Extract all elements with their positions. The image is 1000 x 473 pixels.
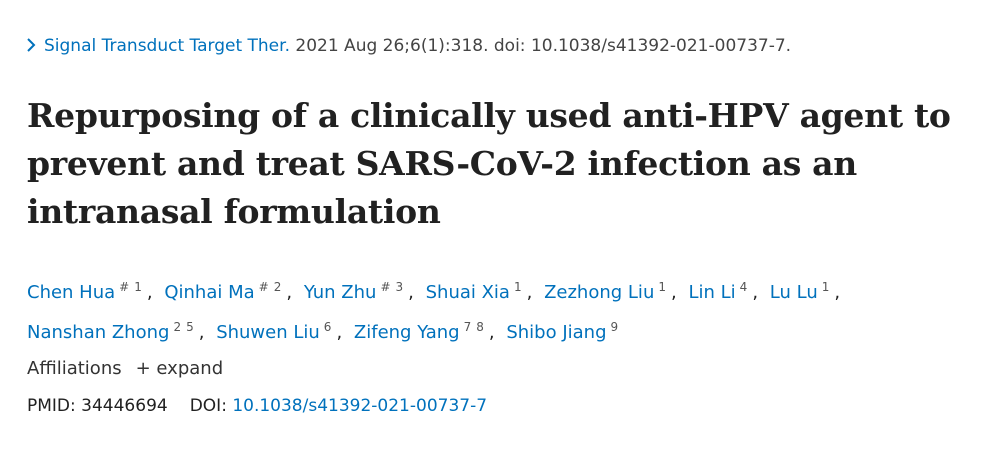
author-name[interactable]: Shibo Jiang <box>506 322 607 343</box>
author-name[interactable]: Lu Lu <box>769 282 818 303</box>
author-affiliation-refs: #2 <box>259 280 287 294</box>
affiliation-ref[interactable]: 9 <box>610 320 619 334</box>
identifiers: PMID: 34446694 DOI: 10.1038/s41392-021-00… <box>27 396 487 416</box>
separator: , <box>286 282 293 303</box>
separator: , <box>526 282 533 303</box>
author-affiliation-refs: 1 <box>822 280 835 294</box>
author-name[interactable]: Chen Hua <box>27 282 116 303</box>
separator: , <box>408 282 414 303</box>
author-name[interactable]: Lin Li <box>688 282 736 303</box>
separator: , <box>198 322 205 343</box>
author-name[interactable]: Shuwen Liu <box>216 322 320 343</box>
author: Lu Lu 1, <box>769 280 846 303</box>
author: Chen Hua #1, <box>27 280 159 303</box>
author: Zezhong Liu 1, <box>544 280 683 303</box>
pmid-label: PMID: <box>27 396 76 416</box>
author-affiliation-refs: #1 <box>119 280 147 294</box>
affiliations-label: Affiliations <box>27 358 122 379</box>
author-affiliation-refs: 9 <box>611 320 624 334</box>
separator: , <box>146 282 153 303</box>
author-name[interactable]: Yun Zhu <box>303 282 377 303</box>
author: Zifeng Yang 7 8, <box>353 320 501 343</box>
affiliation-ref[interactable]: 8 <box>476 320 484 334</box>
affiliation-ref[interactable]: 7 <box>463 320 472 334</box>
expand-toggle[interactable]: + expand <box>135 358 224 379</box>
author-affiliation-refs: 4 <box>740 280 753 294</box>
journal-link[interactable]: Signal Transduct Target Ther. <box>44 36 290 56</box>
affiliation-ref[interactable]: # <box>119 280 130 294</box>
affiliation-ref[interactable]: 2 <box>173 320 182 334</box>
affiliation-ref[interactable]: # <box>258 280 269 294</box>
affiliation-ref[interactable]: 1 <box>513 280 522 294</box>
separator: , <box>671 282 677 303</box>
affiliation-ref[interactable]: 2 <box>273 280 282 294</box>
pmid: 34446694 <box>81 396 168 416</box>
author-list: Chen Hua #1, Qinhai Ma #2, Yun Zhu #3, Shua… <box>27 270 987 350</box>
author-affiliation-refs: 6 <box>324 320 337 334</box>
author-name[interactable]: Qinhai Ma <box>164 282 255 303</box>
article-title: Repurposing of a clinically used anti-HP… <box>27 96 951 231</box>
affiliation-ref[interactable]: 1 <box>658 280 666 294</box>
author-name[interactable]: Zifeng Yang <box>353 322 460 343</box>
author: Shibo Jiang 9 <box>506 320 624 343</box>
affiliations: Affiliations + expand <box>27 358 223 379</box>
author: Qinhai Ma #2, <box>164 280 298 303</box>
affiliation-ref[interactable]: 6 <box>323 320 332 334</box>
separator: , <box>336 322 343 343</box>
citation: Signal Transduct Target Ther. 2021 Aug 2… <box>26 36 791 56</box>
affiliation-ref[interactable]: 1 <box>821 280 830 294</box>
chevron-icon <box>27 38 36 52</box>
author-affiliation-refs: 1 <box>658 280 671 294</box>
affiliation-ref[interactable]: 4 <box>739 280 748 294</box>
author: Shuwen Liu 6, <box>216 320 348 343</box>
doi-link[interactable]: 10.1038/s41392-021-00737-7 <box>232 396 488 416</box>
affiliation-ref[interactable]: # <box>380 280 391 294</box>
author-name[interactable]: Shuai Xia <box>425 282 510 303</box>
author: Nanshan Zhong 2 5, <box>27 320 210 343</box>
citation-details: 2021 Aug 26;6(1):318. doi: 10.1038/s4139… <box>295 36 792 56</box>
affiliation-ref[interactable]: 3 <box>395 280 404 294</box>
affiliation-ref[interactable]: 5 <box>186 320 194 334</box>
author-affiliation-refs: 1 <box>514 280 527 294</box>
author-name[interactable]: Nanshan Zhong <box>27 322 170 343</box>
doi-label: DOI: <box>189 396 227 416</box>
affiliation-ref[interactable]: 1 <box>134 280 142 294</box>
author: Lin Li 4, <box>688 280 764 303</box>
author-name[interactable]: Zezhong Liu <box>544 282 655 303</box>
author: Shuai Xia 1, <box>425 280 539 303</box>
separator: , <box>834 282 841 303</box>
separator: , <box>488 322 495 343</box>
author-affiliation-refs: #3 <box>380 280 408 294</box>
author: Yun Zhu #3, <box>303 280 420 303</box>
separator: , <box>752 282 759 303</box>
